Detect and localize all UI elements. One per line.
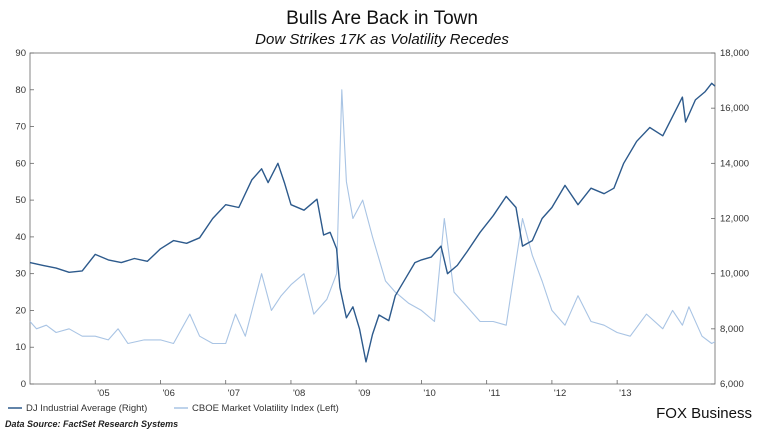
- right-tick-label: 12,000: [720, 214, 749, 225]
- left-tick-label: 20: [15, 305, 26, 316]
- left-tick-label: 10: [15, 342, 26, 353]
- left-tick-label: 90: [15, 48, 26, 59]
- right-tick-label: 18,000: [720, 48, 749, 59]
- left-tick-label: 70: [15, 122, 26, 133]
- right-tick-label: 14,000: [720, 158, 749, 169]
- legend-label-dow: DJ Industrial Average (Right): [26, 403, 147, 414]
- right-tick-label: 8,000: [720, 324, 744, 335]
- right-tick-label: 6,000: [720, 379, 744, 390]
- left-axis: 0 10 20 30 40 50 60 70 80 90: [15, 48, 34, 390]
- x-tick-label: '12: [554, 388, 566, 399]
- x-tick-label: '05: [97, 388, 109, 399]
- x-tick-label: '06: [162, 388, 174, 399]
- right-tick-label: 10,000: [720, 269, 749, 280]
- dow-series-line: [29, 82, 716, 363]
- left-tick-label: 50: [15, 195, 26, 206]
- x-tick-label: '13: [619, 388, 631, 399]
- left-tick-label: 0: [21, 379, 26, 390]
- left-tick-label: 80: [15, 85, 26, 96]
- legend-label-vix: CBOE Market Volatility Index (Left): [192, 403, 339, 414]
- left-tick-label: 60: [15, 158, 26, 169]
- x-tick-label: '08: [293, 388, 305, 399]
- x-tick-label: '07: [228, 388, 240, 399]
- vix-series-line: [29, 89, 716, 345]
- brand-logo: FOX Business: [656, 405, 752, 422]
- series-layer: [29, 82, 716, 363]
- right-axis: 6,000 8,000 10,000 12,000 14,000 16,000 18,000: [711, 48, 749, 390]
- chart-title: Bulls Are Back in Town: [286, 8, 478, 29]
- legend: DJ Industrial Average (Right) CBOE Marke…: [8, 403, 339, 414]
- x-tick-label: '10: [423, 388, 435, 399]
- data-source: Data Source: FactSet Research Systems: [5, 419, 178, 429]
- chart-subtitle: Dow Strikes 17K as Volatility Recedes: [255, 31, 509, 48]
- x-tick-label: '09: [358, 388, 370, 399]
- x-tick-label: '11: [489, 388, 501, 399]
- right-tick-label: 16,000: [720, 103, 749, 114]
- left-tick-label: 40: [15, 232, 26, 243]
- left-tick-label: 30: [15, 269, 26, 280]
- x-axis: '05 '06 '07 '08 '09 '10 '11 '12 '13: [94, 380, 632, 399]
